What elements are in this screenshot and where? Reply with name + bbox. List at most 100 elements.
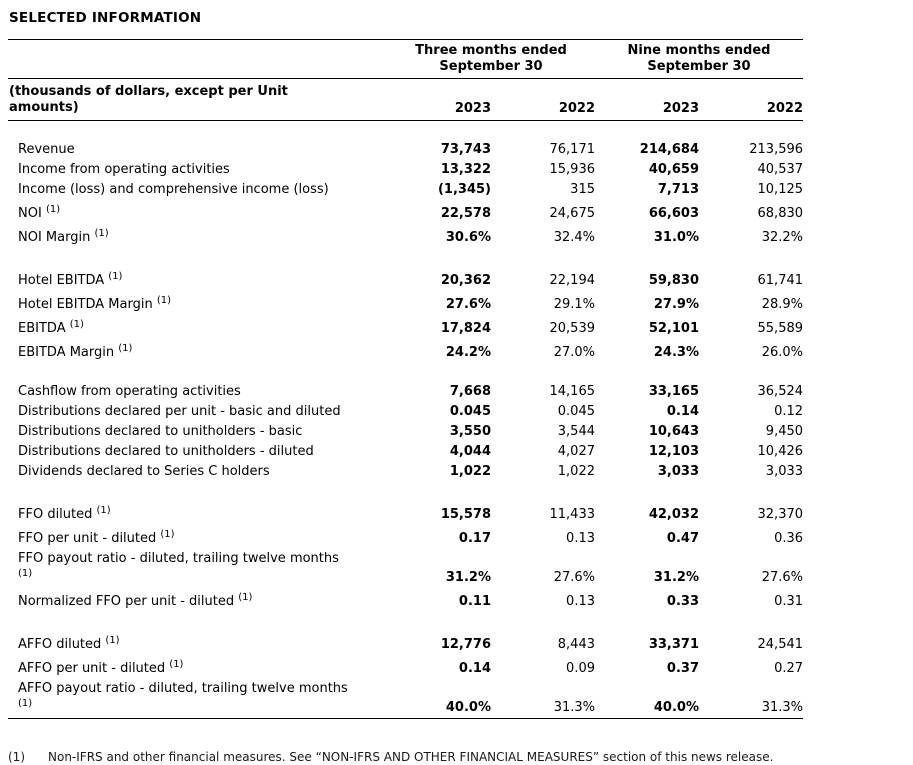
cell-value: 0.11: [458, 593, 491, 609]
table-row: Hotel EBITDA (1) 20,362 22,194 59,830 61,741: [8, 267, 803, 291]
cell-value: 4,044: [449, 443, 491, 459]
cell-value: 59,830: [648, 272, 699, 288]
footnote-ref: (1): [160, 528, 175, 540]
cell-value: 32.4%: [553, 229, 595, 245]
footnote-ref: (1): [238, 591, 253, 603]
year-header: 2023: [387, 78, 491, 121]
row-label: Cashflow from operating activities: [18, 383, 241, 399]
cell-value: 12,103: [648, 443, 699, 459]
table-row: Revenue 73,743 76,171 214,684 213,596: [8, 140, 803, 160]
footnote-ref: (1): [105, 634, 120, 646]
footnote-ref: (1): [118, 342, 133, 354]
cell-value: 31.3%: [553, 699, 595, 715]
table-row: Cashflow from operating activities 7,668 1…: [8, 382, 803, 402]
table-row: AFFO payout ratio - diluted, trailing tw…: [8, 679, 803, 719]
cell-value: 20,362: [440, 272, 491, 288]
cell-value: 0.14: [458, 660, 491, 676]
row-label: Hotel EBITDA (1): [18, 270, 123, 288]
cell-value: 31.0%: [653, 229, 699, 245]
cell-value: 0.36: [774, 530, 804, 546]
table-row: Dividends declared to Series C holders 1,…: [8, 462, 803, 482]
footnote-ref: (1): [169, 658, 184, 670]
cell-value: 33,165: [648, 383, 699, 399]
table-row: AFFO diluted (1) 12,776 8,443 33,371 24,541: [8, 631, 803, 655]
cell-value: 32,370: [757, 506, 804, 522]
group-header-three-months: Three months ended September 30: [387, 39, 595, 79]
cell-value: 24.2%: [445, 344, 491, 360]
cell-value: 0.37: [666, 660, 699, 676]
cell-value: 36,524: [757, 383, 804, 399]
cell-value: 214,684: [639, 141, 699, 157]
footnote-ref: (1): [18, 567, 33, 579]
cell-value: 13,322: [440, 161, 491, 177]
cell-value: 27.6%: [553, 569, 595, 585]
cell-value: 3,033: [765, 463, 804, 479]
cell-value: 0.13: [566, 530, 595, 546]
cell-value: 27.0%: [553, 344, 595, 360]
cell-value: 68,830: [757, 205, 804, 221]
cell-value: 20,539: [549, 320, 596, 336]
row-label: FFO payout ratio - diluted, trailing twe…: [18, 550, 339, 579]
cell-value: 10,426: [757, 443, 804, 459]
cell-value: 32.2%: [761, 229, 804, 245]
footnote-ref: (1): [108, 270, 123, 282]
section-gap: [8, 248, 803, 267]
cell-value: 11,433: [549, 506, 596, 522]
cell-value: 0.045: [449, 403, 491, 419]
cell-value: 1,022: [449, 463, 491, 479]
cell-value: 27.6%: [761, 569, 804, 585]
row-label: AFFO payout ratio - diluted, trailing tw…: [18, 680, 348, 709]
cell-value: 31.2%: [653, 569, 699, 585]
row-label: Distributions declared to unitholders - …: [18, 423, 303, 439]
footnote-ref: (1): [156, 294, 171, 306]
row-label: AFFO per unit - diluted (1): [18, 658, 184, 676]
cell-value: 52,101: [648, 320, 699, 336]
cell-value: 315: [570, 181, 595, 197]
row-label: Hotel EBITDA Margin (1): [18, 294, 171, 312]
table-row: Distributions declared per unit - basic …: [8, 402, 803, 422]
unit-note: (thousands of dollars, except per Unit a…: [8, 78, 387, 121]
table-row: AFFO per unit - diluted (1) 0.14 0.09 0.37 0…: [8, 655, 803, 679]
cell-value: 42,032: [648, 506, 699, 522]
cell-value: 33,371: [648, 636, 699, 652]
cell-value: 40,537: [757, 161, 804, 177]
cell-value: 213,596: [749, 141, 804, 157]
cell-value: 0.47: [666, 530, 699, 546]
row-label: AFFO diluted (1): [18, 634, 120, 652]
year-header: 2022: [491, 78, 595, 121]
table-row: Income from operating activities 13,322 15…: [8, 160, 803, 180]
row-label: NOI (1): [18, 203, 61, 221]
row-label: EBITDA (1): [18, 318, 84, 336]
row-label: NOI Margin (1): [18, 227, 109, 245]
cell-value: 29.1%: [553, 296, 595, 312]
cell-value: 15,578: [440, 506, 491, 522]
cell-value: 10,125: [757, 181, 804, 197]
footnote-ref: (1): [96, 504, 111, 516]
footnote-ref: (1): [69, 318, 84, 330]
cell-value: 15,936: [549, 161, 596, 177]
page-title: SELECTED INFORMATION: [9, 10, 202, 26]
footnote-ref: (1): [18, 697, 33, 709]
table-row: NOI Margin (1) 30.6% 32.4% 31.0% 32.2%: [8, 224, 803, 248]
cell-value: 3,033: [657, 463, 699, 479]
row-label: EBITDA Margin (1): [18, 342, 133, 360]
cell-value: 17,824: [440, 320, 491, 336]
row-label: Normalized FFO per unit - diluted (1): [18, 591, 253, 609]
table-row: FFO per unit - diluted (1) 0.17 0.13 0.47 0.…: [8, 525, 803, 549]
cell-value: 0.31: [774, 593, 804, 609]
cell-value: 3,544: [557, 423, 595, 439]
section-gap: [8, 612, 803, 631]
cell-value: 24,675: [549, 205, 596, 221]
period-header-spacer: [8, 39, 387, 79]
cell-value: 8,443: [557, 636, 595, 652]
cell-value: 73,743: [440, 141, 491, 157]
cell-value: 40.0%: [653, 699, 699, 715]
cell-value: 76,171: [549, 141, 596, 157]
cell-value: 0.14: [666, 403, 699, 419]
cell-value: 66,603: [648, 205, 699, 221]
cell-value: 10,643: [648, 423, 699, 439]
cell-value: 40,659: [648, 161, 699, 177]
cell-value: 24,541: [757, 636, 804, 652]
table-row: NOI (1) 22,578 24,675 66,603 68,830: [8, 200, 803, 224]
table-row: FFO diluted (1) 15,578 11,433 42,032 32,370: [8, 501, 803, 525]
